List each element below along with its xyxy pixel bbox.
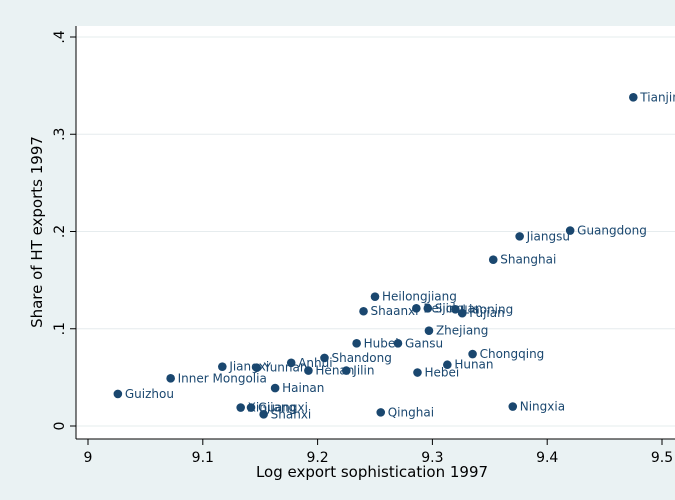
data-point-14 [320,353,329,363]
data-point-23 [270,383,280,393]
data-point-22 [166,374,175,383]
y-tick-label-0: 0 [52,422,68,431]
data-point-15 [286,358,296,368]
data-point-3 [488,255,498,265]
data-point-11 [352,339,361,348]
point-label-16: Hunan [454,358,493,372]
data-point-18 [252,363,262,372]
y-axis-title: Share of HT exports 1997 [28,136,46,328]
data-point-17 [218,362,227,371]
data-point-28 [376,408,386,417]
y-tick-label-4: .4 [52,30,68,43]
point-label-25: Ningxia [520,400,565,414]
point-label-24: Guizhou [125,387,174,401]
data-point-1 [565,226,575,235]
point-label-0: Tianjin [639,90,675,104]
x-tick-label-1: 9.1 [192,450,214,466]
point-label-5: Shaanxi [371,304,419,318]
data-point-27 [246,403,256,412]
point-label-3: Shanghai [500,253,556,267]
data-point-4 [370,292,380,301]
data-point-6 [412,304,421,313]
data-point-9 [457,308,467,318]
data-point-7 [423,304,433,313]
point-label-21: Hebei [424,366,459,380]
y-tick-label-3: .3 [52,128,68,141]
point-label-13: Chongqing [480,347,545,361]
data-point-13 [468,349,477,359]
y-tick-label-2: .2 [52,225,68,238]
point-label-8: Liaoning [462,302,513,316]
point-label-27: Guangxi [258,401,308,415]
data-point-10 [424,326,434,335]
x-tick-label-3: 9.3 [421,450,443,466]
point-label-10: Zhejiang [436,324,488,338]
point-label-20: Jilin [352,364,374,378]
point-label-14: Shandong [331,351,391,365]
data-point-8 [451,305,460,314]
point-label-29: Shanxi [271,407,312,421]
data-point-5 [359,306,368,316]
data-point-16 [443,360,452,370]
y-tick-label-1: .1 [52,322,68,335]
y-ticks: 0 .1 .2 .3 .4 [52,30,76,430]
x-ticks: 9 9.1 9.2 9.3 9.4 9.5 [84,439,673,466]
point-label-1: Guangdong [577,224,647,238]
data-points: Tianjin Guangdong Jiangsu Shanghai Heilongji… [113,90,675,421]
point-label-18: Yunnan [263,361,308,375]
data-point-2 [515,232,524,241]
point-label-4: Heilongjiang [382,290,457,304]
point-label-26: Xinjiang [248,401,296,415]
x-axis-title: Log export sophistication 1997 [256,463,488,481]
point-label-12: Gansu [405,336,443,350]
point-label-2: Jiangsu [526,229,570,243]
point-label-15: Anhui [298,356,332,370]
plot-region [76,26,675,439]
x-tick-label-4: 9.4 [536,450,558,466]
data-point-25 [508,402,518,411]
point-label-28: Qinghai [388,405,434,419]
point-label-11: Hubei [364,336,399,350]
x-tick-label-2: 9.2 [306,450,328,466]
x-tick-label-5: 9.5 [651,450,673,466]
data-point-0 [629,92,638,102]
data-point-24 [113,389,123,399]
data-point-20 [342,366,351,375]
point-label-9: Fujian [469,306,504,320]
data-point-21 [413,368,422,377]
point-label-22: Inner Mongolia [178,371,267,385]
grid-layer [76,36,675,427]
data-point-26 [236,403,245,412]
data-point-12 [393,339,403,348]
x-tick-label-0: 9 [84,450,93,466]
data-point-19 [304,366,313,375]
point-label-23: Hainan [282,381,324,395]
data-point-29 [259,410,268,419]
